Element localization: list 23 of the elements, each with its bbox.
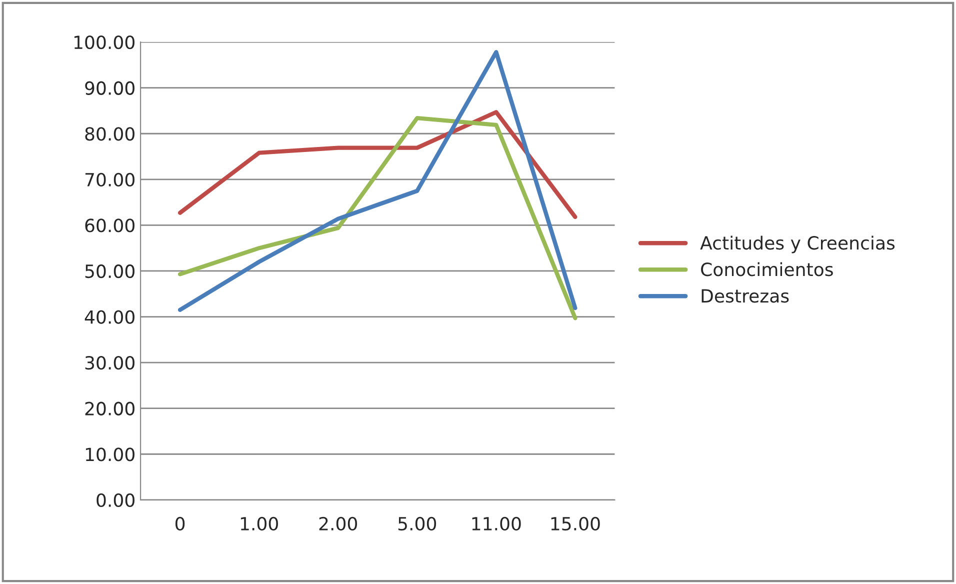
x-tick-label: 1.00 [240,516,278,531]
legend-label: Conocimientos [701,262,833,276]
line-series [178,50,578,312]
y-tick-label: 20.00 [85,402,134,416]
y-tick-label: 80.00 [85,127,134,141]
x-tick-label: 2.00 [319,516,358,531]
y-tick-label: 100.00 [74,36,134,50]
legend-label: Actitudes y Creencias [700,236,895,254]
x-tick-label: 11.00 [472,516,521,531]
y-tick-label: 40.00 [84,310,134,324]
y-tick-label: 0.00 [96,493,134,508]
x-tick-label: 0 [175,516,185,531]
legend-label: Destrezas [702,289,789,303]
y-tick-label: 30.00 [85,356,134,370]
y-tick-label: 10.00 [86,448,134,462]
y-tick-label: 70.00 [85,172,134,187]
y-tick-label: 60.00 [85,218,134,232]
y-tick-label: 50.00 [85,264,134,278]
y-tick-label: 90.00 [85,81,134,95]
x-tick-label: 15.00 [551,516,600,531]
line-series [178,116,578,320]
x-tick-label: 5.00 [398,516,436,531]
line-series [178,110,578,220]
